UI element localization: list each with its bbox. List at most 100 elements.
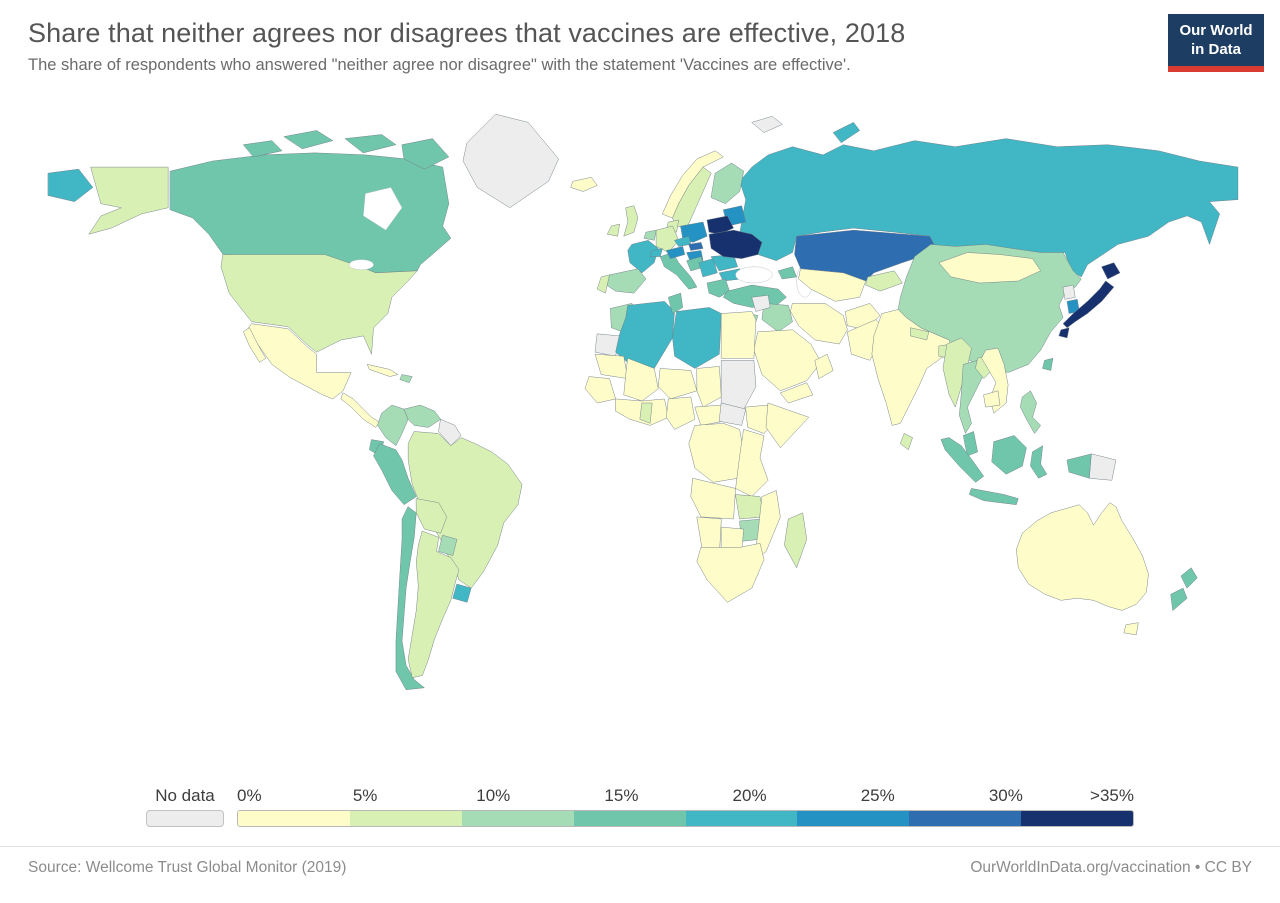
country-cameroon-car[interactable] (694, 404, 724, 426)
legend-no-data[interactable]: No data (146, 786, 224, 827)
country-sri-lanka[interactable] (900, 433, 913, 451)
country-nepal[interactable] (910, 327, 930, 341)
country-oman[interactable] (814, 353, 834, 379)
country-netherlands[interactable] (643, 229, 657, 241)
country-ireland[interactable] (607, 223, 620, 237)
country-uruguay[interactable] (452, 583, 472, 603)
country-central-america[interactable] (340, 392, 380, 428)
country-hispaniola[interactable] (399, 374, 413, 383)
country-serbia[interactable] (698, 258, 718, 278)
country-united-states[interactable] (220, 254, 418, 355)
country-caucasus[interactable] (778, 266, 797, 280)
country-chad[interactable] (696, 366, 722, 408)
country-spain[interactable] (603, 268, 647, 294)
country-russia-chukotka[interactable] (47, 168, 94, 202)
country-mauritania[interactable] (595, 353, 629, 379)
country-yemen[interactable] (780, 382, 814, 404)
country-indonesia-java[interactable] (969, 488, 1019, 505)
country-south-sudan[interactable] (719, 402, 746, 426)
country-indonesia-sulawesi[interactable] (1030, 445, 1048, 479)
country-egypt[interactable] (721, 311, 757, 359)
country-japan-hokkaido[interactable] (1101, 262, 1121, 280)
country-iceland[interactable] (570, 177, 598, 192)
country-finland[interactable] (710, 162, 744, 204)
country-united-kingdom[interactable] (623, 205, 639, 237)
country-france[interactable] (627, 240, 659, 274)
country-portugal[interactable] (597, 274, 610, 294)
country-austria[interactable] (666, 246, 685, 259)
country-central-asia[interactable] (798, 268, 866, 302)
country-paraguay[interactable] (438, 534, 458, 556)
country-libya[interactable] (672, 307, 722, 369)
country-mexico-baja[interactable] (243, 327, 266, 363)
country-tasmania[interactable] (1123, 622, 1139, 636)
country-north-korea[interactable] (1062, 284, 1076, 300)
country-kyrgyzstan-tajikistan[interactable] (865, 270, 903, 292)
country-myanmar[interactable] (942, 337, 972, 408)
country-china[interactable] (898, 244, 1082, 373)
country-canada[interactable] (169, 152, 452, 274)
country-svalbard[interactable] (751, 116, 783, 133)
country-taiwan[interactable] (1042, 358, 1054, 371)
country-germany[interactable] (656, 225, 679, 253)
country-papua-new-guinea[interactable] (1089, 453, 1117, 481)
country-malaysia[interactable] (963, 431, 978, 457)
country-mongolia[interactable] (938, 252, 1041, 284)
country-alaska[interactable] (88, 166, 169, 235)
country-indonesia-west-new-guinea[interactable] (1066, 453, 1092, 479)
country-guyanas[interactable] (438, 419, 462, 446)
legend-segment[interactable] (685, 811, 798, 826)
country-indonesia-sumatra[interactable] (940, 437, 984, 483)
country-nigeria[interactable] (666, 396, 696, 430)
country-niger[interactable] (658, 368, 698, 400)
legend-segment[interactable] (909, 811, 1022, 826)
country-east-africa[interactable] (735, 429, 769, 497)
country-cuba[interactable] (367, 364, 399, 377)
country-vietnam[interactable] (981, 347, 1009, 414)
legend-segment[interactable] (797, 811, 910, 826)
country-chile[interactable] (395, 506, 425, 691)
country-tunisia[interactable] (668, 292, 683, 314)
country-iraq[interactable] (761, 303, 793, 333)
country-philippines[interactable] (1020, 390, 1041, 434)
country-sudan[interactable] (721, 360, 757, 410)
country-peru[interactable] (373, 443, 417, 505)
country-slovakia[interactable] (688, 242, 704, 251)
country-russia-novaya-zemlya[interactable] (832, 122, 860, 143)
country-angola[interactable] (690, 478, 736, 520)
country-new-zealand-north[interactable] (1180, 567, 1198, 589)
country-ukraine[interactable] (708, 229, 763, 259)
country-japan-kyushu[interactable] (1058, 327, 1070, 339)
country-somalia[interactable] (765, 402, 810, 448)
owid-logo[interactable]: Our World in Data (1168, 14, 1264, 72)
country-western-sahara[interactable] (595, 333, 620, 357)
country-ghana[interactable] (639, 402, 653, 424)
country-cambodia[interactable] (983, 390, 1001, 408)
country-brazil[interactable] (407, 431, 523, 589)
country-argentina[interactable] (407, 530, 460, 678)
country-canada-island-1[interactable] (283, 130, 334, 150)
country-saudi-arabia[interactable] (753, 329, 822, 392)
country-mozambique[interactable] (753, 490, 781, 562)
legend-segment[interactable] (349, 811, 462, 826)
country-mexico[interactable] (247, 323, 352, 400)
country-canada-baffin[interactable] (401, 138, 450, 170)
country-drc[interactable] (688, 423, 744, 483)
legend-no-data-swatch[interactable] (146, 810, 224, 827)
country-canada-victoria[interactable] (243, 140, 283, 158)
legend-segment[interactable] (573, 811, 686, 826)
credit-link[interactable]: OurWorldInData.org/vaccination • CC BY (970, 859, 1252, 876)
country-canada-island-2[interactable] (344, 134, 397, 154)
legend-segment[interactable] (461, 811, 574, 826)
country-japan-honshu[interactable] (1062, 280, 1115, 328)
country-south-africa[interactable] (696, 543, 765, 603)
legend-segment[interactable] (238, 811, 350, 826)
legend-segment[interactable] (1021, 811, 1133, 826)
country-russia[interactable] (739, 138, 1239, 278)
country-venezuela[interactable] (403, 404, 441, 428)
country-senegal-guinea[interactable] (584, 376, 616, 404)
country-new-zealand-south[interactable] (1170, 587, 1188, 611)
country-australia[interactable] (1016, 502, 1149, 611)
country-syria[interactable] (751, 294, 771, 312)
country-madagascar[interactable] (784, 512, 808, 568)
